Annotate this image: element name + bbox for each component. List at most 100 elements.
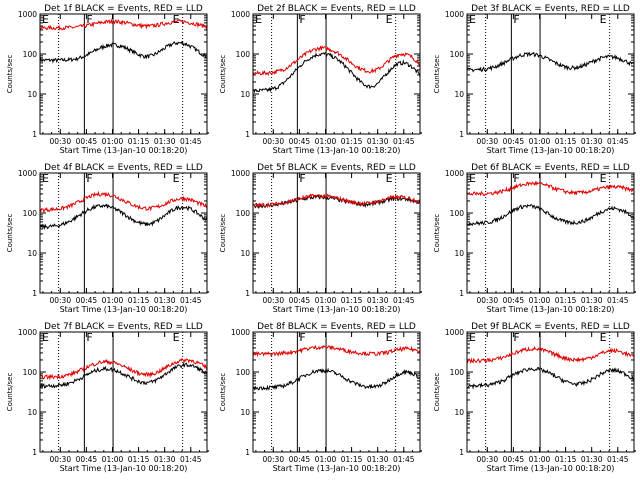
plot-frame	[466, 331, 635, 453]
panel-title: Det 9f BLACK = Events, RED = LLD	[471, 322, 630, 332]
x-tick-label: 01:30	[154, 137, 176, 146]
x-axis-label: Start Time (13-Jan-10 00:18:20)	[487, 146, 615, 155]
event-mark: E	[600, 13, 607, 26]
series-lld	[466, 345, 635, 365]
x-tick-label: 01:45	[180, 137, 202, 146]
x-tick-label: 00:30	[476, 296, 498, 305]
x-tick-label: 00:45	[289, 137, 311, 146]
event-mark: F	[299, 331, 305, 344]
y-tick-label: 100	[450, 50, 465, 59]
event-mark: F	[86, 13, 92, 26]
event-mark: F	[86, 331, 92, 344]
x-tick-label: 01:00	[315, 455, 337, 464]
event-mark: E	[600, 172, 607, 185]
x-tick-label: 01:15	[555, 455, 577, 464]
panel-title: Det 6f BLACK = Events, RED = LLD	[471, 163, 630, 173]
x-axis-label: Start Time (13-Jan-10 00:18:20)	[60, 464, 188, 473]
x-tick-label: 01:00	[315, 137, 337, 146]
x-tick-label: 01:15	[555, 296, 577, 305]
x-tick-label: 00:30	[49, 296, 71, 305]
event-mark: E	[386, 331, 393, 344]
x-tick-label: 01:15	[128, 455, 150, 464]
y-tick-label: 100	[23, 209, 38, 218]
x-tick-label: 01:30	[581, 455, 603, 464]
y-axis-label: Counts/sec	[219, 55, 227, 94]
y-tick-label: 1	[32, 289, 37, 298]
x-tick-label: 00:30	[262, 296, 284, 305]
x-tick-label: 01:15	[128, 296, 150, 305]
x-tick-label: 01:00	[102, 455, 124, 464]
event-mark: E	[600, 331, 607, 344]
event-mark: E	[469, 13, 476, 26]
series-lld	[252, 45, 421, 77]
x-tick-label: 00:30	[476, 455, 498, 464]
x-axis-label: Start Time (13-Jan-10 00:18:20)	[60, 146, 188, 155]
series-events	[39, 203, 208, 231]
y-axis-label: Counts/sec	[433, 373, 441, 412]
y-tick-label: 1000	[445, 328, 464, 337]
series-lld	[39, 190, 208, 214]
x-tick-label: 00:45	[76, 455, 98, 464]
x-tick-label: 01:45	[607, 296, 629, 305]
plot-frame	[252, 172, 421, 294]
x-tick-label: 01:45	[180, 296, 202, 305]
panel-title: Det 7f BLACK = Events, RED = LLD	[44, 322, 203, 332]
panel-det-4f: Det 4f BLACK = Events, RED = LLD Counts/s…	[6, 163, 209, 314]
x-tick-label: 01:45	[180, 455, 202, 464]
y-tick-label: 1000	[445, 169, 464, 178]
x-tick-label: 01:15	[341, 455, 363, 464]
y-tick-label: 10	[240, 90, 250, 99]
event-mark: E	[469, 172, 476, 185]
panel-title: Det 3f BLACK = Events, RED = LLD	[471, 4, 630, 14]
panel-det-9f: Det 9f BLACK = Events, RED = LLD Counts/s…	[433, 322, 636, 473]
x-tick-label: 01:45	[607, 455, 629, 464]
x-tick-label: 01:15	[555, 137, 577, 146]
y-axis-label: Counts/sec	[433, 55, 441, 94]
y-axis-label: Counts/sec	[6, 214, 14, 253]
y-axis-label: Counts/sec	[219, 373, 227, 412]
plot-frame	[466, 172, 635, 294]
y-tick-label: 10	[454, 249, 464, 258]
plot-frame	[466, 13, 635, 135]
x-axis-label: Start Time (13-Jan-10 00:18:20)	[487, 305, 615, 314]
series-events	[466, 367, 635, 390]
y-tick-label: 1	[245, 289, 250, 298]
x-tick-label: 01:30	[154, 296, 176, 305]
x-tick-label: 01:00	[529, 137, 551, 146]
y-tick-label: 100	[236, 209, 251, 218]
y-tick-label: 10	[240, 408, 250, 417]
x-tick-label: 01:45	[393, 296, 415, 305]
x-tick-label: 01:45	[393, 137, 415, 146]
y-tick-label: 1000	[18, 10, 37, 19]
y-axis-label: Counts/sec	[219, 214, 227, 253]
x-axis-label: Start Time (13-Jan-10 00:18:20)	[60, 305, 188, 314]
x-tick-label: 00:30	[49, 137, 71, 146]
y-tick-label: 1000	[18, 328, 37, 337]
x-axis-label: Start Time (13-Jan-10 00:18:20)	[273, 305, 401, 314]
y-tick-label: 1000	[18, 169, 37, 178]
x-tick-label: 01:30	[581, 137, 603, 146]
event-mark: F	[86, 172, 92, 185]
event-mark: E	[386, 13, 393, 26]
plot-frame	[39, 331, 208, 453]
event-mark: E	[386, 172, 393, 185]
series-lld	[39, 18, 208, 31]
plot-frame	[39, 172, 208, 294]
x-axis-label: Start Time (13-Jan-10 00:18:20)	[273, 464, 401, 473]
x-tick-label: 00:45	[289, 296, 311, 305]
x-tick-label: 01:00	[102, 137, 124, 146]
y-tick-label: 100	[23, 368, 38, 377]
y-tick-label: 10	[27, 408, 37, 417]
panel-det-5f: Det 5f BLACK = Events, RED = LLD Counts/s…	[219, 163, 422, 314]
event-mark: E	[469, 331, 476, 344]
x-tick-label: 00:30	[262, 455, 284, 464]
y-tick-label: 1	[245, 130, 250, 139]
series-events	[39, 362, 208, 389]
y-tick-label: 100	[450, 368, 465, 377]
y-tick-label: 1000	[231, 328, 250, 337]
x-tick-label: 00:45	[503, 296, 525, 305]
y-axis-label: Counts/sec	[6, 373, 14, 412]
panel-det-6f: Det 6f BLACK = Events, RED = LLD Counts/s…	[433, 163, 636, 314]
x-tick-label: 00:45	[289, 455, 311, 464]
